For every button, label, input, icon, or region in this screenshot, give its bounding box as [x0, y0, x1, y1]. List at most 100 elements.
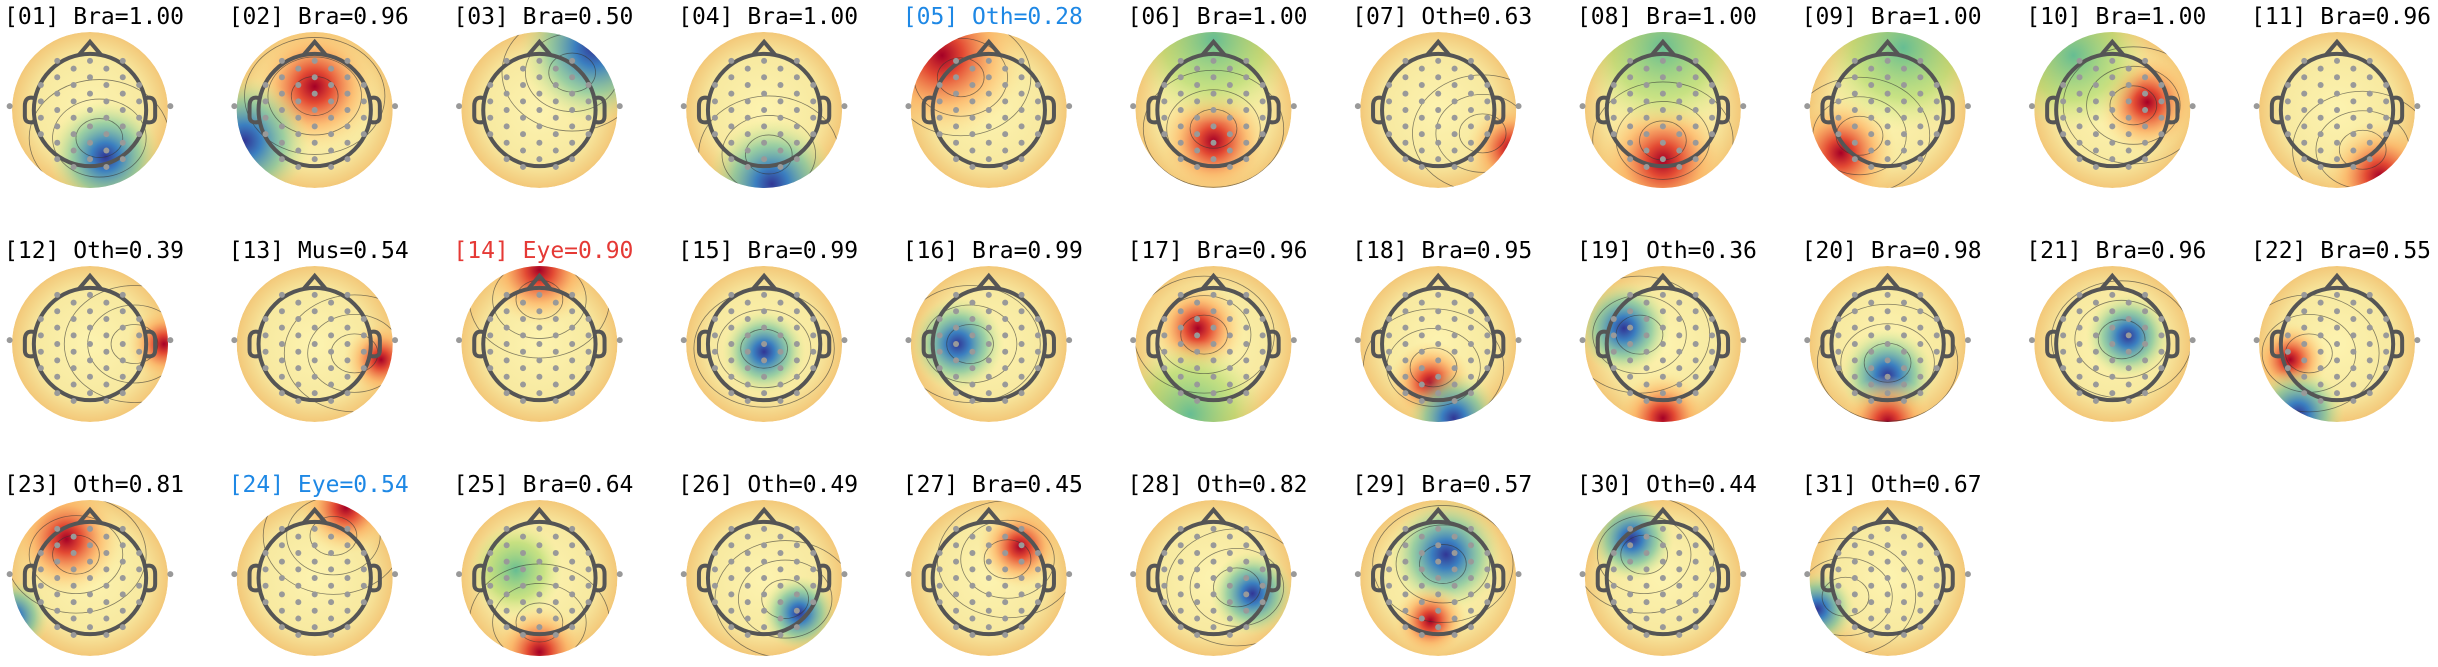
head — [2054, 51, 2171, 169]
electrode — [1709, 599, 1716, 606]
electrode — [793, 107, 800, 113]
ear-left — [247, 95, 259, 125]
electrode — [1002, 582, 1009, 589]
electrode — [1676, 98, 1683, 105]
electrode — [1835, 550, 1842, 557]
topomap — [680, 32, 848, 188]
electrode — [487, 82, 494, 89]
electrode — [344, 591, 351, 598]
electrode — [54, 139, 61, 146]
electrode — [953, 74, 960, 81]
electrode — [1900, 163, 1907, 170]
electrode — [70, 365, 77, 372]
electrode — [503, 591, 510, 598]
electrode — [278, 57, 285, 64]
electrode — [1451, 615, 1458, 622]
electrode — [744, 582, 751, 589]
electrode — [2158, 316, 2165, 323]
electrode — [953, 575, 960, 581]
electrode — [1515, 103, 1522, 110]
electrode — [1402, 291, 1409, 298]
electrode — [536, 390, 543, 397]
map-blob — [1135, 339, 1265, 422]
electrode — [87, 591, 93, 598]
electrode — [761, 90, 768, 97]
electrode — [1835, 332, 1842, 339]
electrode — [1418, 582, 1425, 589]
electrode — [37, 98, 44, 105]
electrode — [1676, 631, 1683, 638]
electrode — [1194, 631, 1201, 638]
electrode — [262, 566, 269, 573]
electrode — [1933, 98, 1940, 105]
electrode — [552, 582, 559, 589]
electrode — [6, 103, 13, 110]
electrode — [969, 550, 976, 557]
electrode — [1018, 57, 1025, 64]
electrode — [119, 558, 126, 565]
electrode — [487, 582, 494, 589]
electrode — [953, 624, 960, 631]
nose — [526, 38, 552, 57]
ear-left — [22, 563, 35, 593]
electrode — [969, 365, 976, 372]
electrode — [1627, 390, 1634, 397]
electrode — [985, 291, 992, 298]
electrode — [360, 114, 367, 121]
electrode — [761, 123, 768, 130]
electrode — [536, 558, 543, 565]
electrode — [262, 98, 269, 105]
ear-right — [2168, 95, 2180, 125]
ear-right — [1943, 329, 1955, 359]
electrode — [985, 341, 992, 347]
electrode — [905, 103, 912, 110]
contour — [714, 540, 843, 656]
electrode — [1467, 90, 1474, 97]
electrode — [520, 147, 527, 154]
electrode — [1659, 107, 1666, 113]
electrode — [969, 299, 976, 306]
electrode — [87, 390, 93, 397]
electrode — [1259, 82, 1266, 89]
electrode — [1709, 348, 1716, 355]
electrode — [70, 163, 77, 170]
electrode — [1002, 566, 1009, 573]
electrode — [1917, 107, 1924, 113]
electrode — [1018, 90, 1025, 97]
electrode — [1627, 558, 1634, 565]
electrode — [1484, 582, 1491, 589]
electrode — [70, 299, 77, 306]
contour — [1458, 113, 1507, 154]
electrode — [2284, 131, 2291, 138]
electrode — [1835, 566, 1842, 573]
electrode — [1177, 123, 1184, 130]
electrode — [761, 324, 768, 331]
electrode — [1194, 82, 1201, 89]
electrode — [1290, 571, 1297, 578]
electrode — [70, 348, 77, 355]
electrode — [569, 324, 576, 331]
ear-left — [1820, 95, 1832, 125]
electrode — [87, 90, 93, 97]
electrode — [1002, 131, 1009, 138]
electrode — [1418, 566, 1425, 573]
electrode — [520, 65, 527, 72]
electrode — [2383, 316, 2390, 323]
electrode — [1484, 82, 1491, 89]
electrode — [552, 631, 559, 638]
electrode — [311, 57, 318, 64]
electrode — [1386, 599, 1393, 606]
electrode — [985, 607, 992, 614]
electrode — [1435, 74, 1442, 81]
electrode — [70, 316, 77, 323]
topomap — [456, 500, 623, 656]
electrode — [1002, 615, 1009, 622]
electrode — [552, 163, 559, 170]
electrode — [777, 114, 784, 121]
electrode — [70, 82, 77, 89]
electrode — [1709, 550, 1716, 557]
electrode — [54, 341, 61, 347]
ear-right — [2392, 95, 2405, 125]
electrode — [1884, 107, 1891, 113]
electrode — [1467, 390, 1474, 397]
